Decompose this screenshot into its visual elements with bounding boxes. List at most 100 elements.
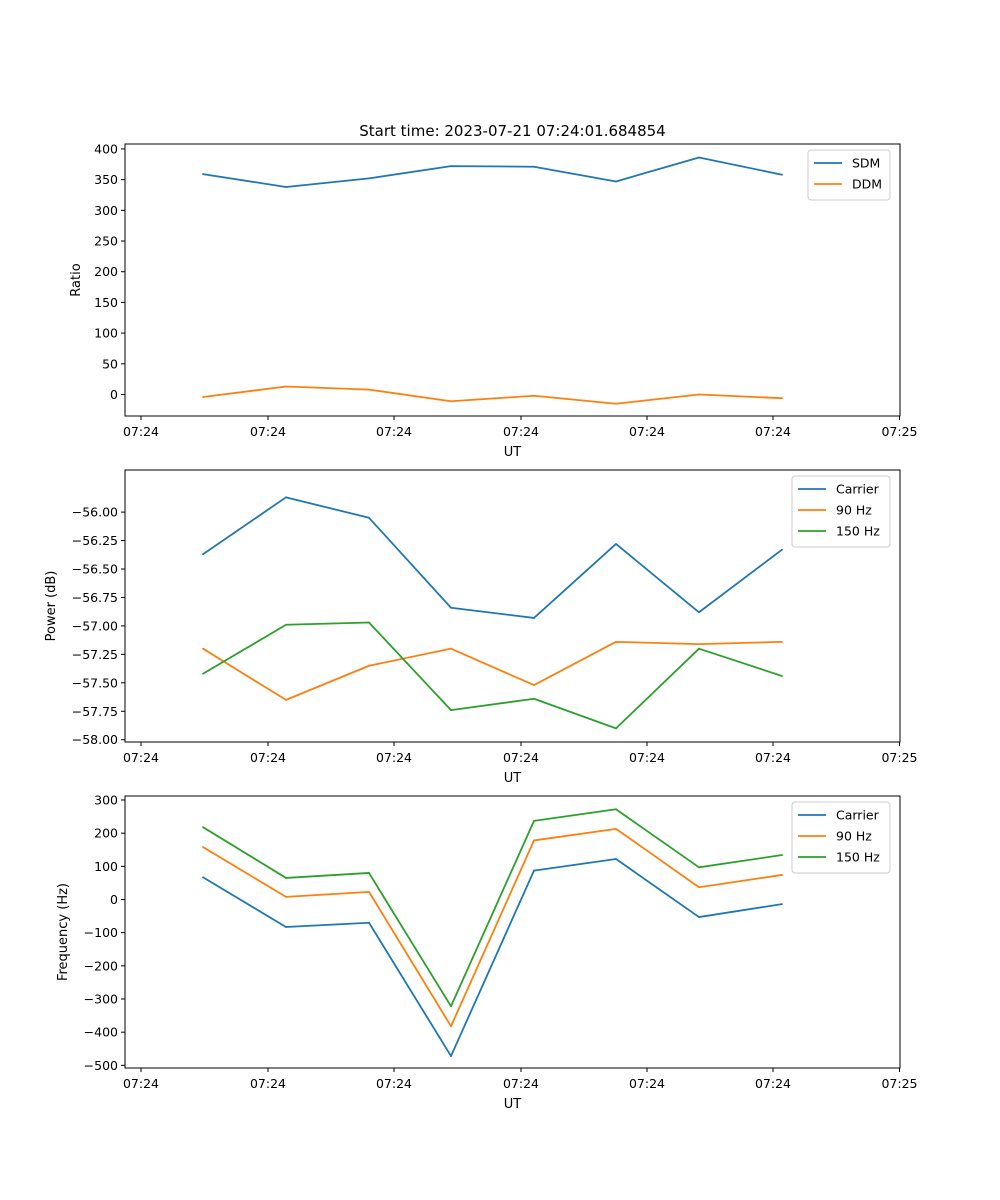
frequency-data-point (202, 826, 204, 829)
ratio-legend-label: DDM (852, 177, 882, 192)
frequency-legend (791, 801, 891, 874)
ratio-series-line-ddm (202, 385, 783, 405)
power-y-tick-label: −58.00 (72, 732, 118, 747)
frequency-data-point (698, 866, 700, 869)
frequency-x-tick-label: 07:24 (123, 1076, 159, 1091)
ratio-x-tick-label: 07:24 (123, 424, 159, 439)
power-y-tick-label: −57.25 (72, 647, 118, 662)
ratio-data-point (533, 394, 535, 397)
power-data-point (615, 640, 617, 643)
frequency-y-tick-label: 0 (110, 892, 118, 907)
frequency-data-point (781, 854, 783, 856)
frequency-y-tick-label: 200 (94, 826, 118, 841)
power-x-tick-label: 07:24 (123, 750, 159, 765)
ratio-y-tick-label: 250 (94, 234, 118, 249)
power-y-tick-label: −57.00 (72, 618, 118, 633)
power-y-tick-label: −57.75 (72, 704, 118, 719)
ratio-panel: 0 50 100 150 200 250 300 350 400 07:24 07:24 07:24 0… (69, 141, 918, 460)
frequency-y-tick-label: −200 (84, 958, 118, 973)
ratio-y-tick-label: 400 (94, 141, 118, 156)
power-series-line-150-hz (202, 621, 783, 730)
frequency-series-line-carrier (202, 858, 783, 1057)
ratio-legend-label: SDM (852, 156, 880, 171)
frequency-data-point (781, 874, 783, 876)
frequency-data-point (285, 926, 287, 928)
frequency-axes-frame (124, 795, 901, 1069)
power-data-point (533, 617, 535, 619)
figure-title: Start time: 2023-07-21 07:24:01.684854 (359, 122, 665, 140)
ratio-data-point (202, 396, 204, 398)
ratio-x-tick-label: 07:24 (376, 424, 412, 439)
power-data-point (285, 496, 287, 499)
frequency-x-tick-label: 07:24 (503, 1076, 539, 1091)
frequency-x-tick-label: 07:24 (755, 1076, 791, 1091)
frequency-data-point (781, 903, 783, 906)
power-data-point (698, 643, 700, 646)
power-legend (791, 475, 891, 548)
ratio-y-tick-label: 0 (110, 387, 118, 402)
power-axes-frame (124, 469, 901, 743)
power-y-tick-label: −57.50 (72, 675, 118, 690)
ratio-data-point (698, 393, 700, 396)
frequency-x-tick-label: 07:24 (629, 1076, 665, 1091)
power-data-point (368, 516, 370, 519)
frequency-data-point (202, 876, 204, 879)
power-data-point (533, 684, 535, 686)
frequency-data-point (368, 872, 370, 874)
ratio-y-tick-label: 150 (94, 295, 118, 310)
frequency-data-point (202, 846, 204, 848)
frequency-data-point (533, 869, 535, 872)
ratio-data-point (615, 402, 617, 405)
ratio-x-tick-label: 07:24 (503, 424, 539, 439)
ratio-y-tick-label: 100 (94, 326, 118, 341)
frequency-data-point (285, 877, 287, 879)
power-data-point (781, 548, 783, 551)
frequency-y-tick-label: 100 (94, 859, 118, 874)
frequency-data-point (698, 916, 700, 918)
power-data-point (615, 543, 617, 545)
ratio-y-tick-label: 350 (94, 172, 118, 187)
frequency-data-point (698, 886, 700, 889)
power-x-tick-label: 07:24 (629, 750, 665, 765)
power-data-point (285, 698, 287, 701)
frequency-data-point (615, 808, 617, 811)
frequency-y-tick-label: −100 (84, 925, 118, 940)
ratio-x-tick-label: 07:24 (755, 424, 791, 439)
power-data-point (698, 647, 700, 650)
ratio-data-point (450, 400, 452, 403)
ratio-data-point (533, 165, 535, 168)
power-data-point (698, 611, 700, 614)
ratio-y-axis-label: Ratio (69, 263, 84, 296)
frequency-data-point (615, 827, 617, 830)
frequency-y-tick-label: −400 (84, 1025, 118, 1040)
power-x-axis-label: UT (504, 771, 522, 786)
frequency-data-point (450, 1025, 452, 1028)
power-panel: −58.00 −57.75 −57.50 −57.25 −57.00 −56.75 −56.… (44, 469, 918, 786)
ratio-data-point (698, 156, 700, 159)
ratio-data-point (285, 385, 287, 388)
power-legend-label: 150 Hz (836, 524, 880, 539)
ratio-data-point (285, 186, 287, 188)
ratio-data-point (781, 173, 783, 176)
ratio-y-tick-label: 50 (102, 356, 118, 371)
power-y-axis-label: Power (dB) (44, 571, 59, 642)
ratio-data-point (781, 397, 783, 400)
ratio-axes-frame (124, 143, 901, 417)
frequency-panel: −500 −400 −300 −200 −100 0 100 200 300 07:24 07:24… (56, 792, 918, 1112)
frequency-data-point (368, 890, 370, 893)
power-series-line-carrier (202, 496, 783, 619)
power-y-tick-label: −56.00 (72, 505, 118, 520)
power-y-tick-label: −56.50 (72, 562, 118, 577)
power-data-point (202, 553, 204, 556)
power-data-point (368, 621, 370, 624)
ratio-x-tick-label: 07:24 (250, 424, 286, 439)
power-x-tick-label: 07:24 (250, 750, 286, 765)
ratio-x-axis-label: UT (504, 445, 522, 460)
ratio-y-tick-label: 300 (94, 203, 118, 218)
frequency-y-axis-label: Frequency (Hz) (56, 883, 71, 981)
power-data-point (781, 675, 783, 677)
power-legend-label: 90 Hz (836, 503, 872, 518)
ratio-x-tick-label: 07:25 (881, 424, 917, 439)
frequency-series-line-150-hz (202, 808, 783, 1008)
frequency-legend-label: 150 Hz (836, 850, 880, 865)
